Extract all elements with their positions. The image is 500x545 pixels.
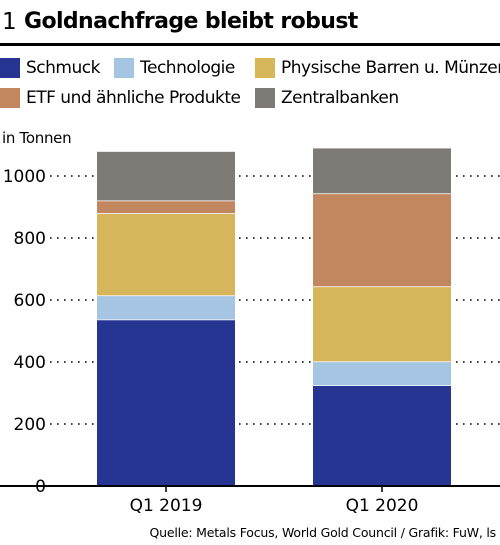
y-tick-label: 400 [14, 353, 46, 373]
bar-segment [313, 361, 451, 386]
legend-swatch [114, 58, 134, 78]
legend-swatch [255, 88, 275, 108]
bar-segment [313, 193, 451, 287]
x-tick-label: Q1 2020 [346, 496, 419, 516]
bar-segment [97, 200, 235, 214]
y-tick-label: 600 [14, 291, 46, 311]
y-tick-labels: 02004006008001000 [3, 167, 46, 497]
source-note: Quelle: Metals Focus, World Gold Council… [149, 525, 496, 540]
x-tick-labels: Q1 2019 Q1 2020 [130, 486, 419, 516]
legend-label: Schmuck [26, 58, 100, 78]
legend-label: ETF und ähnliche Produkte [26, 88, 241, 108]
bar-segment [313, 148, 451, 194]
legend-swatch [0, 88, 20, 108]
title-rule [0, 43, 500, 46]
bar-segment [313, 286, 451, 362]
legend-label: Physische Barren u. Münzen [281, 58, 500, 78]
legend-label: Technologie [140, 58, 235, 78]
legend-label: Zentralbanken [281, 88, 399, 108]
legend-swatch [0, 58, 20, 78]
x-tick-label: Q1 2019 [130, 496, 203, 516]
bars [97, 148, 451, 486]
bar-segment [313, 385, 451, 486]
chart-title: Goldnachfrage bleibt robust [24, 9, 358, 34]
y-axis-unit-label: in Tonnen [2, 129, 72, 147]
y-tick-label: 1000 [3, 167, 46, 187]
bar-segment [97, 295, 235, 320]
bar-segment [97, 151, 235, 201]
legend-swatch [255, 58, 275, 78]
gridlines [50, 175, 500, 425]
figure-header: 1 Goldnachfrage bleibt robust [0, 0, 500, 44]
y-tick-label: 200 [14, 415, 46, 435]
bar-segment [97, 319, 235, 486]
figure-number: 1 [2, 9, 17, 35]
bar-segment [97, 213, 235, 296]
y-tick-label: 800 [14, 229, 46, 249]
